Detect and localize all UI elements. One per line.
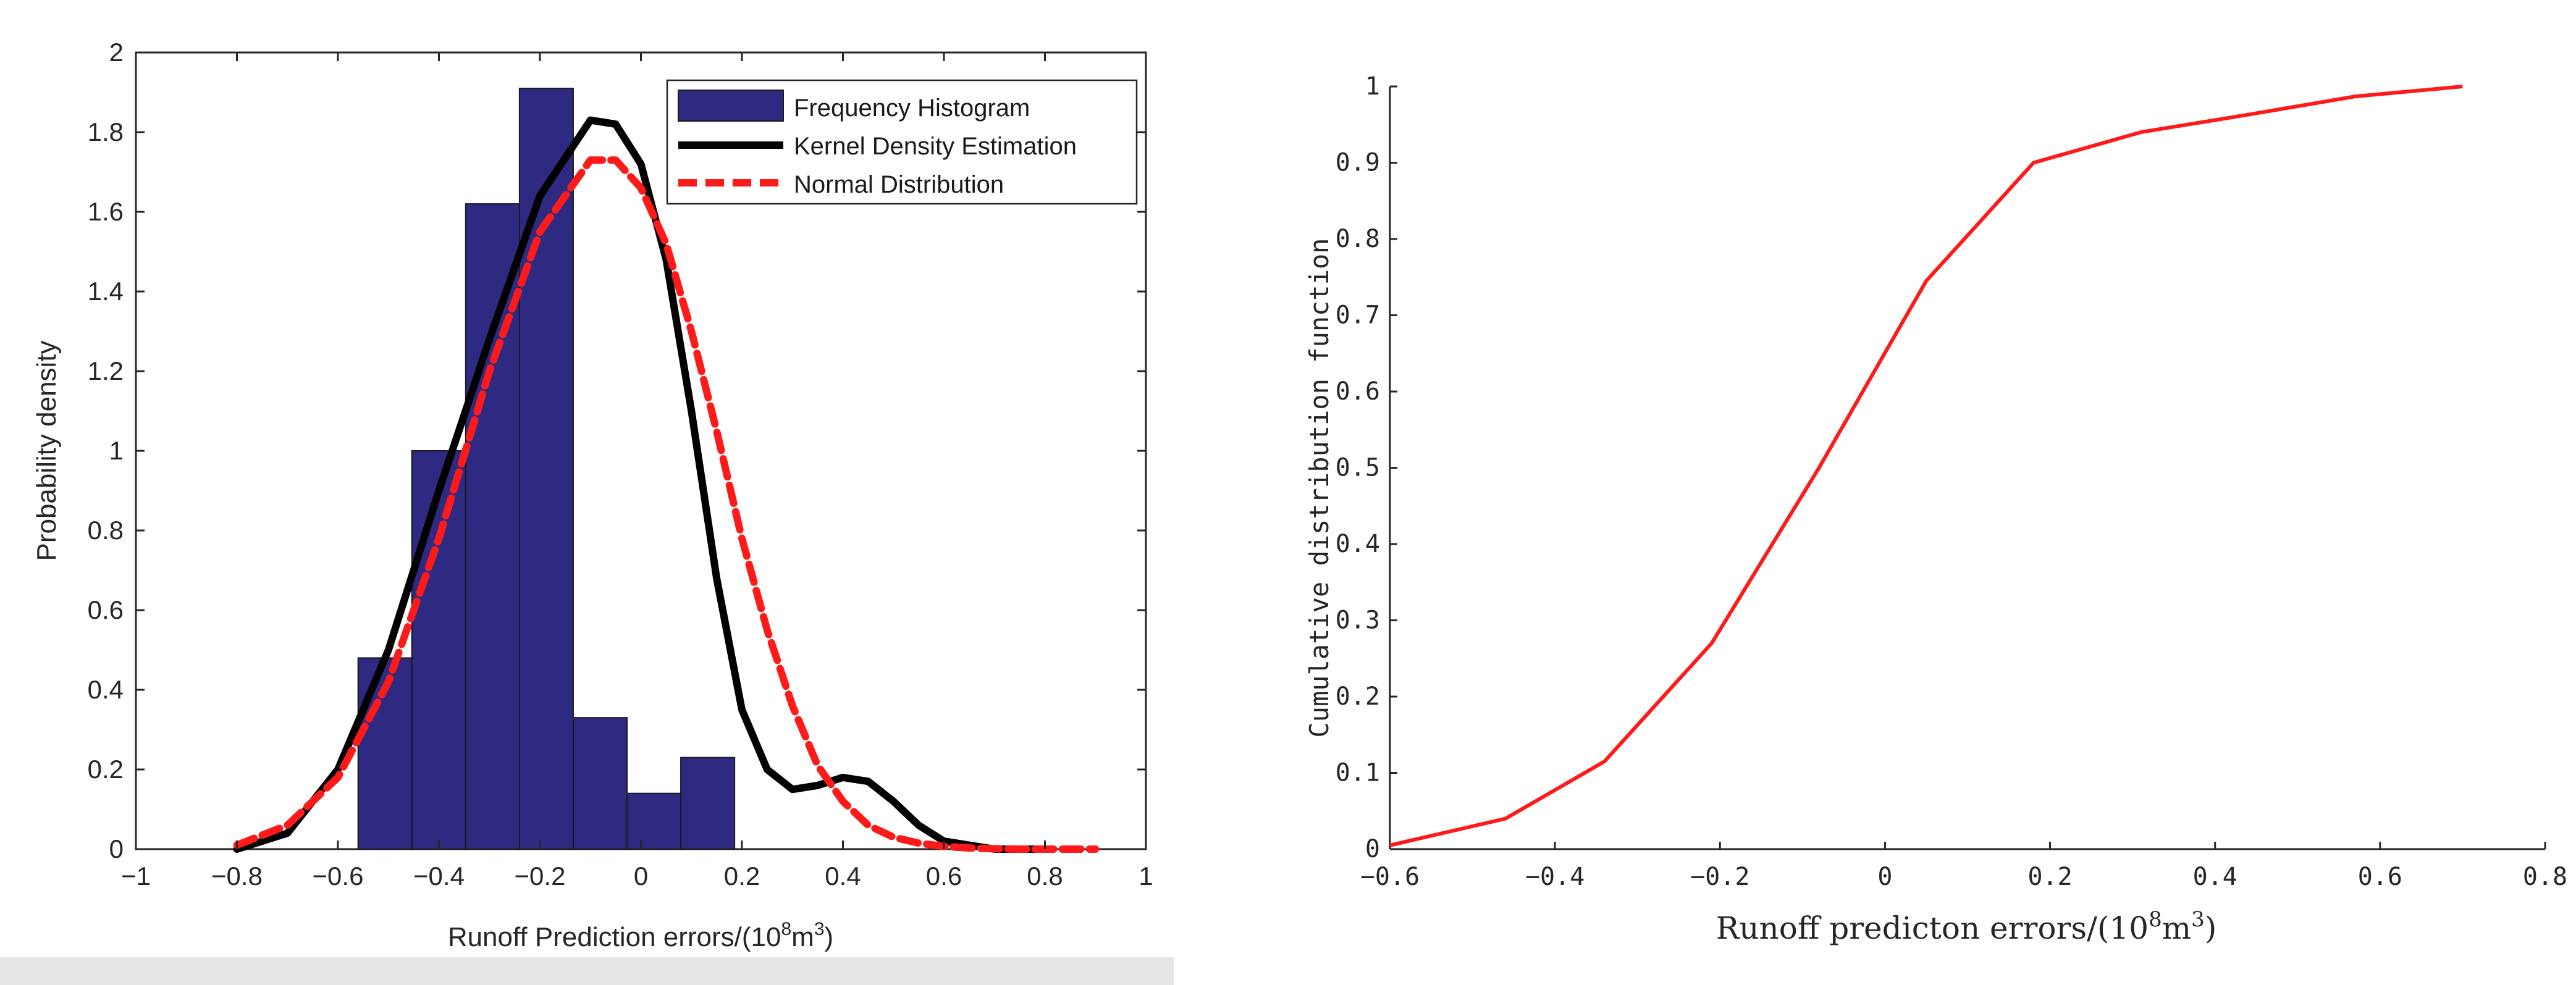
right-x-tick-label: −0.2 <box>1690 863 1749 891</box>
left-x-tick-label: −1 <box>121 861 151 891</box>
left-x-tick-label: −0.2 <box>515 861 566 891</box>
left-x-tick-label: −0.6 <box>313 861 364 891</box>
right-y-axis-label: Cumulative distribution function <box>1304 238 1334 737</box>
left-x-tick-label: 0.6 <box>926 861 962 891</box>
histogram-bar <box>518 88 574 850</box>
density-curves <box>233 116 1100 853</box>
right-y-tick-label: 0.8 <box>1336 225 1380 253</box>
left-x-axis: −1 −0.8 −0.6 −0.4 −0.2 0 0.2 0.4 0.6 0.8 1 <box>121 52 1153 891</box>
left-y-tick-label: 0.8 <box>88 516 124 545</box>
histogram-bars <box>357 88 736 850</box>
histogram-bar <box>411 450 466 850</box>
left-x-tick-label: 1 <box>1139 861 1153 891</box>
histogram-bar <box>626 792 682 850</box>
left-y-tick-label: 1.4 <box>88 277 124 306</box>
legend: Frequency Histogram Kernel Density Estim… <box>666 79 1138 205</box>
right-x-tick-label: 0.6 <box>2358 863 2402 891</box>
right-x-tick-label: 0 <box>1877 863 1892 891</box>
right-y-tick-label: 0.5 <box>1336 454 1380 482</box>
bottom-strip <box>0 957 1174 985</box>
left-x-tick-label: −0.4 <box>413 861 465 891</box>
right-y-tick-label: 0.9 <box>1336 149 1380 177</box>
legend-kde-label: Kernel Density Estimation <box>794 133 1077 160</box>
left-y-tick-label: 1.6 <box>88 197 124 226</box>
right-y-tick-label: 0.4 <box>1336 530 1380 558</box>
right-x-axis-label: Runoff predicton errors/(108m3) <box>1716 907 2217 946</box>
normal-curve <box>233 156 1100 853</box>
right-x-tick-label: 0.2 <box>2027 863 2072 891</box>
left-x-tick-label: −0.8 <box>211 861 263 891</box>
right-y-tick-label: 0.7 <box>1336 301 1380 330</box>
right-y-axis: 0 0.1 0.2 0.3 0.4 0.5 0.6 0.7 0.8 0.9 1 <box>1336 72 1397 863</box>
right-x-tick-label: 0.8 <box>2523 863 2567 891</box>
legend-histogram-swatch <box>678 90 784 122</box>
left-y-tick-label: 2 <box>109 38 124 67</box>
left-x-tick-label: 0.8 <box>1027 861 1063 891</box>
right-x-tick-label: 0.4 <box>2193 863 2237 891</box>
right-y-tick-label: 0.3 <box>1336 606 1380 635</box>
left-chart: −1 −0.8 −0.6 −0.4 −0.2 0 0.2 0.4 0.6 0.8 1 0 0.2 0.4… <box>32 38 1153 952</box>
left-x-axis-label: Runoff Prediction errors/(108m3) <box>448 919 833 952</box>
histogram-bar <box>680 757 736 850</box>
right-y-tick-label: 0.6 <box>1336 377 1380 406</box>
left-y-tick-label: 1.2 <box>88 356 124 385</box>
cdf-curve <box>1389 85 2463 847</box>
left-y-tick-label: 0.6 <box>88 595 124 624</box>
left-y-tick-label: 0.2 <box>88 755 124 784</box>
cdf-line <box>1389 85 2463 847</box>
right-y-tick-label: 0 <box>1365 835 1380 863</box>
histogram-bar <box>572 717 628 850</box>
legend-normal-label: Normal Distribution <box>794 171 1004 198</box>
left-y-tick-label: 0 <box>109 834 124 863</box>
left-y-tick-label: 1 <box>109 436 124 465</box>
right-chart: −0.6 −0.4 −0.2 0 0.2 0.4 0.6 0.8 00.10.20.30.40… <box>1304 72 2567 946</box>
left-x-tick-label: 0 <box>634 861 648 891</box>
legend-histogram-label: Frequency Histogram <box>794 94 1030 122</box>
right-y-tick-label: 1 <box>1365 72 1380 101</box>
left-y-tick-label: 1.8 <box>88 117 124 146</box>
right-x-tick-label: −0.4 <box>1525 863 1585 891</box>
left-x-tick-label: 0.4 <box>825 861 861 891</box>
right-x-tick-label: −0.6 <box>1360 863 1420 891</box>
left-y-tick-label: 0.4 <box>88 675 124 704</box>
left-y-axis: 0 0.2 0.4 0.6 0.8 1 1.2 1.4 1.6 1.8 2 <box>88 38 1146 863</box>
left-y-axis-label: Probability density <box>32 340 62 561</box>
right-y-tick-label: 0.2 <box>1336 682 1380 711</box>
kde-curve <box>233 116 1049 853</box>
right-y-tick-label: 0.1 <box>1336 759 1380 787</box>
right-x-axis: −0.6 −0.4 −0.2 0 0.2 0.4 0.6 0.8 <box>1360 842 2567 891</box>
left-x-tick-label: 0.2 <box>724 861 760 891</box>
